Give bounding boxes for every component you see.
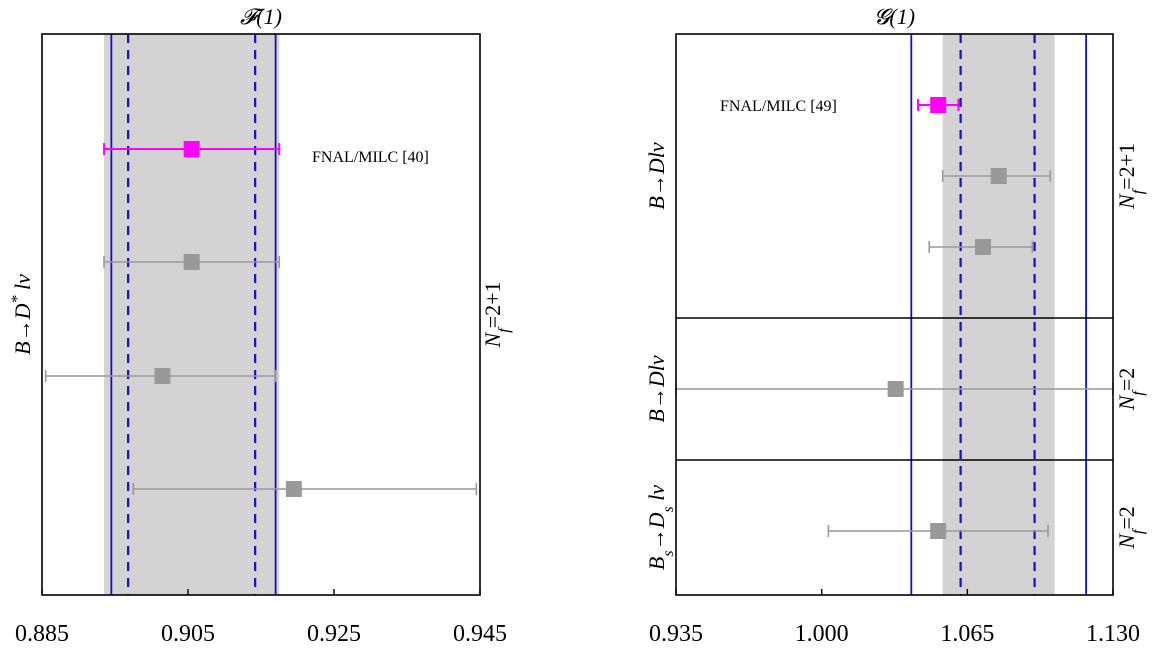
data-point xyxy=(930,97,947,113)
point-label: FNAL/MILC [49] xyxy=(720,98,837,115)
x-tick-label: 1.130 xyxy=(1086,621,1140,647)
x-tick-label: 0.885 xyxy=(15,621,69,647)
data-point xyxy=(183,254,200,270)
chart-title: 𝓖(1) xyxy=(874,4,915,29)
x-tick-label: 0.945 xyxy=(453,621,507,647)
x-tick-label: 0.925 xyxy=(307,621,361,647)
decay-label: B→Dlν xyxy=(644,142,669,209)
decay-label: B→Dlν xyxy=(644,355,669,422)
point-label: FNAL/MILC [40] xyxy=(312,149,429,166)
x-tick-label: 0.905 xyxy=(161,621,215,647)
chart-title: 𝓕(1) xyxy=(240,4,282,29)
plot-frame xyxy=(41,33,481,596)
data-point xyxy=(183,141,200,157)
data-point xyxy=(154,368,171,384)
plot-frame xyxy=(675,33,1114,596)
decay-label: Bs→Ds lν xyxy=(644,485,677,570)
data-point xyxy=(990,168,1007,184)
data-point xyxy=(285,481,302,497)
decay-label: B→D* lν xyxy=(9,274,36,355)
uncertainty-band xyxy=(942,34,1055,595)
data-point xyxy=(930,523,947,539)
data-point xyxy=(975,239,992,255)
data-point xyxy=(887,381,904,397)
panel-3: Bs→Ds lν Nf=2 xyxy=(644,459,1147,570)
x-tick-label: 1.000 xyxy=(795,621,849,647)
nf-label: Nf=2+1 xyxy=(1114,143,1147,210)
nf-label: Nf=2 xyxy=(1114,506,1147,550)
x-tick-label: 0.935 xyxy=(649,621,703,647)
nf-label: Nf=2 xyxy=(1114,368,1147,412)
x-tick-label: 1.065 xyxy=(940,621,994,647)
panel-2: B→Dlν Nf=2 xyxy=(644,317,1147,423)
panel-1: B→D* lν Nf=2+1 FNAL/MILC [40] xyxy=(9,141,513,497)
chart-1: 𝓕(1) B→D* lν Nf=2+1 FNAL/MILC [40] 0.885 0.90… xyxy=(9,4,513,647)
uncertainty-band xyxy=(104,34,280,595)
nf-label: Nf=2+1 xyxy=(480,282,513,349)
panel-1: B→Dlν Nf=2+1 FNAL/MILC [49] xyxy=(644,97,1147,255)
